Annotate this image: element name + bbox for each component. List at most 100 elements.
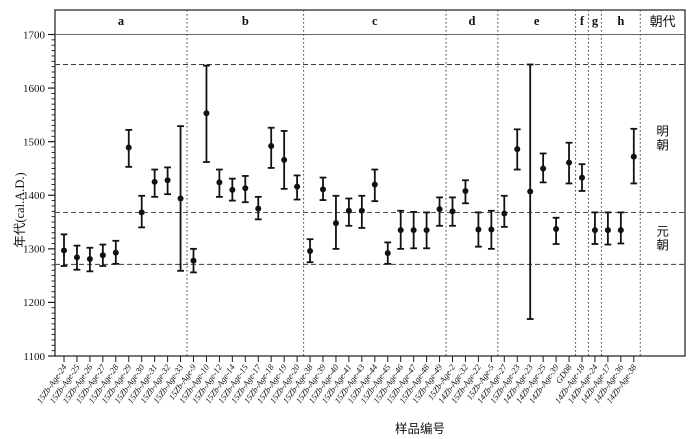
data-point-15Zb-Age-44 <box>371 168 379 203</box>
data-point-15Zb-Age-30 <box>138 194 146 229</box>
data-point-15Zb-Age-45 <box>384 241 392 265</box>
data-point-marker <box>579 174 585 181</box>
data-point-marker <box>371 181 378 188</box>
data-point-15Zb-Age-28 <box>112 239 120 265</box>
data-point-15Zb-Age-17 <box>254 195 262 221</box>
data-point-marker <box>617 227 624 234</box>
data-point-15Zb-Age-10 <box>203 64 210 163</box>
dynasty-column-header: 朝代 <box>650 14 676 29</box>
y-axis-title: 年代(cal.A.D.) <box>13 172 27 247</box>
data-point-marker <box>61 247 67 254</box>
data-point-marker <box>294 183 301 190</box>
data-point-marker <box>112 249 119 256</box>
data-point-marker <box>99 252 106 259</box>
data-point-marker <box>553 226 560 233</box>
data-point-15Zb-Age-27 <box>99 243 107 267</box>
data-point-15Zb-Age-15 <box>241 175 249 204</box>
group-label-b: b <box>242 14 249 28</box>
data-point-marker <box>216 179 223 186</box>
data-point-marker <box>488 226 495 233</box>
data-point-15Zb-Age-41 <box>345 197 353 227</box>
data-point-15Zb-Age-47 <box>410 210 418 250</box>
group-label-f: f <box>580 14 585 28</box>
group-label-h: h <box>617 14 624 28</box>
group-label-e: e <box>534 14 540 28</box>
data-point-15Zb-Age-38 <box>306 238 314 264</box>
data-point-15Zb-Age-20 <box>293 174 301 201</box>
data-point-marker <box>242 185 249 192</box>
y-tick-label-1700: 1700 <box>23 29 46 41</box>
data-point-14Zb-Age-38 <box>630 127 638 185</box>
data-point-15Zb-Age-5 <box>487 209 495 250</box>
data-point-14Zb-Age-36 <box>617 211 625 245</box>
y-tick-label-1200: 1200 <box>23 297 46 309</box>
data-point-14Zb-Age-25 <box>539 152 547 184</box>
data-point-15Zb-Age-33 <box>177 125 184 272</box>
data-point-marker <box>268 142 275 149</box>
data-point-marker <box>436 206 443 213</box>
data-point-marker <box>203 110 210 117</box>
data-point-marker <box>540 165 547 172</box>
data-point-15Zb-Age-22 <box>475 211 482 248</box>
data-point-marker <box>423 227 430 234</box>
data-point-14Zb-Age-24 <box>591 211 599 245</box>
data-point-15Zb-Age-2 <box>449 196 456 227</box>
data-point-marker <box>125 144 132 151</box>
data-point-marker <box>307 247 314 254</box>
y-tick-label-1500: 1500 <box>23 136 46 148</box>
data-point-marker <box>86 256 93 263</box>
data-point-marker <box>151 178 158 185</box>
data-point-15Zb-Age-29 <box>125 128 133 168</box>
data-point-marker <box>164 177 171 184</box>
data-point-marker <box>410 227 417 234</box>
data-point-marker <box>591 227 598 234</box>
data-point-15Zb-Age-23 <box>513 128 521 171</box>
data-point-marker <box>397 227 404 234</box>
data-point-marker <box>449 208 456 215</box>
data-point-15Zb-Age-25 <box>73 244 81 271</box>
data-point-15Zb-Age-12 <box>216 168 223 198</box>
data-point-15Zb-Age-39 <box>319 176 327 201</box>
data-point-15Zb-Age-46 <box>397 209 405 250</box>
group-label-a: a <box>118 14 125 28</box>
data-point-marker <box>177 195 184 202</box>
y-tick-label-1400: 1400 <box>23 190 46 202</box>
data-point-15Zb-Age-26 <box>86 246 94 273</box>
data-point-marker <box>604 227 611 234</box>
data-point-14Zb-Age-27 <box>500 194 508 228</box>
data-point-GD08 <box>565 141 573 185</box>
data-point-marker <box>358 207 365 214</box>
group-label-g: g <box>592 14 599 28</box>
data-point-marker <box>475 226 482 233</box>
data-point-15Zb-Age-48 <box>423 211 430 250</box>
chart-frame <box>54 9 686 357</box>
data-point-marker <box>566 159 573 166</box>
data-point-marker <box>514 146 521 153</box>
data-point-marker <box>501 210 508 217</box>
data-point-marker <box>332 220 339 227</box>
data-point-marker <box>73 254 80 261</box>
data-point-marker <box>345 207 352 214</box>
data-point-15Zb-Age-49 <box>436 196 443 227</box>
data-point-15Zb-Age-19 <box>280 130 288 190</box>
dynasty-label-元朝: 元朝 <box>656 224 669 252</box>
data-point-15Zb-Age-24 <box>60 233 68 267</box>
data-point-marker <box>462 187 469 194</box>
data-point-marker <box>384 250 391 257</box>
group-label-d: d <box>468 14 475 28</box>
data-point-15Zb-Age-14 <box>228 177 236 202</box>
group-label-c: c <box>372 14 378 28</box>
y-tick-label-1300: 1300 <box>23 244 46 256</box>
data-point-14Zb-Age-32 <box>462 179 469 205</box>
data-point-15Zb-Age-40 <box>332 194 340 250</box>
data-point-15Zb-Age-43 <box>358 194 366 229</box>
data-point-15Zb-Age-32 <box>164 166 171 196</box>
data-point-marker <box>229 186 236 193</box>
x-axis-title: 样品编号 <box>395 421 445 436</box>
y-tick-label-1600: 1600 <box>23 83 46 95</box>
data-point-marker <box>527 188 534 195</box>
data-point-marker <box>630 153 637 160</box>
